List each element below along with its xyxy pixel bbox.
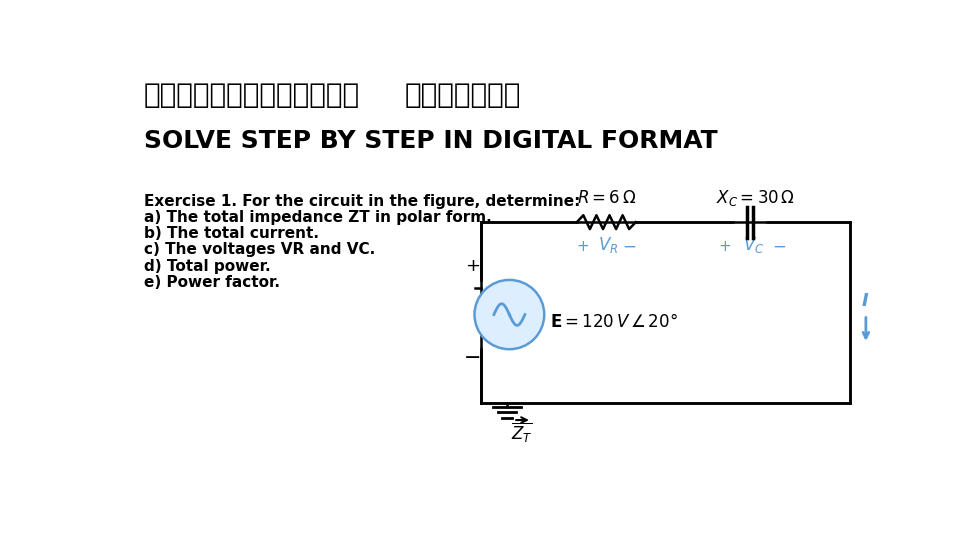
Text: Exercise 1. For the circuit in the figure, determine:: Exercise 1. For the circuit in the figur… — [143, 194, 580, 209]
Text: $X_C = 30\,\Omega$: $X_C = 30\,\Omega$ — [717, 188, 796, 207]
Text: ありがとう！！: ありがとう！！ — [405, 81, 521, 109]
Bar — [481, 222, 850, 403]
Text: a) The total impedance ZT in polar form.: a) The total impedance ZT in polar form. — [143, 210, 491, 225]
Text: −: − — [772, 238, 786, 256]
Text: c) The voltages VR and VC.: c) The voltages VR and VC. — [143, 242, 374, 257]
Text: d) Total power.: d) Total power. — [143, 258, 270, 273]
Text: e) Power factor.: e) Power factor. — [143, 275, 280, 290]
Text: $\mathbf{E} = 120\,V\,\angle\,20°$: $\mathbf{E} = 120\,V\,\angle\,20°$ — [551, 313, 679, 331]
Text: b) The total current.: b) The total current. — [143, 226, 319, 241]
Text: デジタル形式で段階的に解決: デジタル形式で段階的に解決 — [143, 81, 360, 109]
Text: $R = 6\,\Omega$: $R = 6\,\Omega$ — [576, 189, 636, 206]
Text: +: + — [465, 257, 481, 275]
Text: $V_R$: $V_R$ — [598, 235, 618, 255]
Text: $V_C$: $V_C$ — [743, 235, 764, 255]
Circle shape — [475, 280, 544, 349]
Text: −: − — [464, 348, 482, 368]
Text: +: + — [719, 239, 731, 254]
Text: $\overline{Z_T}$: $\overline{Z_T}$ — [511, 420, 532, 444]
Text: −: − — [623, 238, 637, 256]
Text: I: I — [861, 292, 868, 310]
Text: SOLVE STEP BY STEP IN DIGITAL FORMAT: SOLVE STEP BY STEP IN DIGITAL FORMAT — [143, 129, 718, 153]
Text: +: + — [576, 239, 589, 254]
